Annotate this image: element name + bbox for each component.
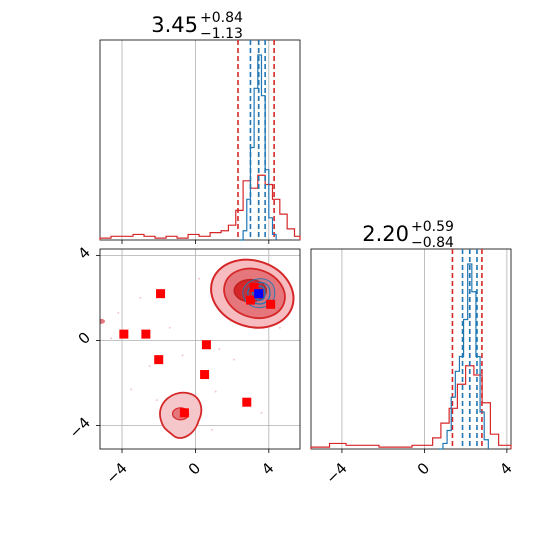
truth-marker <box>254 289 264 299</box>
sample-marker <box>156 289 166 299</box>
tick-label-x: 4 <box>496 459 515 478</box>
panel-title-plus: +0.84 <box>200 10 243 26</box>
tick-label-x: 0 <box>185 459 204 478</box>
plot-frame <box>310 248 512 450</box>
panel-bottom-right: −4 0 4 2.20 +0.59−0.84 <box>310 219 516 487</box>
tick-label-x: 4 <box>258 459 277 478</box>
tick-label-x: 0 <box>414 459 433 478</box>
sample-marker <box>141 329 151 339</box>
faint-sample <box>181 354 184 357</box>
tick-label-x: −4 <box>102 459 130 487</box>
contour-red-edge <box>100 318 105 324</box>
sample-marker <box>201 340 211 350</box>
sample-marker <box>245 295 255 305</box>
panel-contents <box>100 258 295 439</box>
faint-sample <box>168 326 171 329</box>
faint-sample <box>260 411 263 414</box>
sample-marker <box>119 329 129 339</box>
sample-marker <box>154 355 164 365</box>
faint-sample <box>218 348 221 350</box>
histogram-series <box>438 263 489 450</box>
panel-top-left: 3.45 +0.84−1.13 <box>99 10 301 244</box>
sample-marker <box>179 408 189 418</box>
plot-frame <box>99 39 301 241</box>
tick-label-y: 0 <box>75 328 94 347</box>
panel-title-plus: +0.59 <box>411 219 454 235</box>
faint-sample <box>148 365 151 368</box>
histogram-series <box>310 365 512 449</box>
sample-marker <box>242 397 252 407</box>
tick-label-y: 4 <box>75 243 94 262</box>
panel-title-minus: −1.13 <box>200 26 243 42</box>
sample-marker <box>249 282 259 292</box>
sample-marker <box>266 299 276 309</box>
sample-marker <box>200 370 210 380</box>
faint-sample <box>278 326 281 329</box>
panel-title-minus: −0.84 <box>411 235 454 251</box>
faint-sample <box>198 277 201 280</box>
faint-sample <box>210 428 213 431</box>
histogram-series <box>99 174 301 240</box>
panel-title-value: 2.20 <box>362 222 409 246</box>
tick-label-y: −4 <box>66 414 94 442</box>
faint-sample <box>232 358 235 361</box>
histogram-series <box>239 54 277 241</box>
faint-sample <box>214 390 217 393</box>
panel-bottom-left: −4 0 4 −4 0 4 <box>66 243 301 487</box>
faint-sample <box>117 311 120 314</box>
faint-sample <box>155 399 158 402</box>
faint-sample <box>130 388 133 391</box>
faint-sample <box>110 337 113 340</box>
plot-frame <box>99 248 301 450</box>
panel-title-value: 3.45 <box>151 13 198 37</box>
tick-label-x: −4 <box>322 459 350 487</box>
faint-sample <box>139 296 142 299</box>
